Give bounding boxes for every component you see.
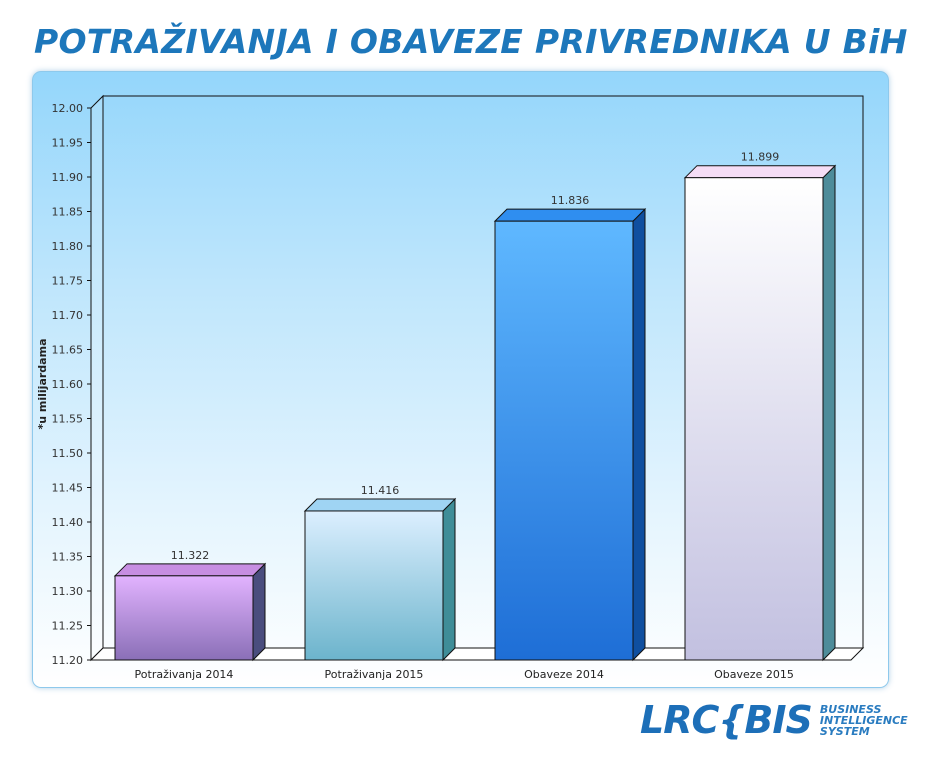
y-tick-label: 11.95 xyxy=(52,137,84,150)
y-tick-label: 11.45 xyxy=(52,482,84,495)
page-title: POTRAŽIVANJA I OBAVEZE PRIVREDNIKA U BiH xyxy=(34,22,908,61)
logo-tagline: BUSINESS INTELLIGENCE SYSTEM xyxy=(820,704,908,737)
bar xyxy=(304,510,444,661)
y-tick-label: 11.80 xyxy=(52,240,84,253)
data-label: 11.899 xyxy=(741,151,780,164)
y-tick-label: 11.25 xyxy=(52,620,84,633)
chart-panel: 11.20 11.25 11.30 11.35 11.40 11.45 11.50 11.55… xyxy=(32,71,889,688)
bar xyxy=(684,177,824,661)
chart-frame xyxy=(89,94,865,662)
y-tick-label: 11.60 xyxy=(52,378,84,391)
data-label: 11.322 xyxy=(171,549,210,562)
lrc-bis-logo: LRC{BIS BUSINESS INTELLIGENCE SYSTEM xyxy=(640,700,908,740)
data-label: 11.836 xyxy=(551,194,590,207)
y-axis-ticks: 11.20 11.25 11.30 11.35 11.40 11.45 11.50 11.55… xyxy=(52,102,91,667)
bar-top xyxy=(113,563,267,577)
bar-top xyxy=(493,208,647,222)
x-tick-label: Potraživanja 2015 xyxy=(325,668,424,681)
bar-top xyxy=(683,165,837,179)
bar-chart: 11.20 11.25 11.30 11.35 11.40 11.45 11.50 11.55… xyxy=(36,94,865,681)
y-tick-label: 11.85 xyxy=(52,206,84,219)
y-tick-label: 11.40 xyxy=(52,516,84,529)
y-tick-label: 12.00 xyxy=(52,102,84,115)
y-tick-label: 11.70 xyxy=(52,309,84,322)
x-tick-label: Potraživanja 2014 xyxy=(135,668,234,681)
bar-side xyxy=(632,207,646,662)
logo-mark: LRC{BIS xyxy=(640,698,813,742)
y-tick-label: 11.75 xyxy=(52,275,84,288)
y-tick-label: 11.35 xyxy=(52,551,84,564)
bar xyxy=(494,220,634,661)
y-tick-label: 11.90 xyxy=(52,171,84,184)
bar-side xyxy=(252,562,266,662)
y-tick-label: 11.55 xyxy=(52,413,84,426)
logo-tagline-line: INTELLIGENCE xyxy=(819,713,908,727)
bar-side xyxy=(442,497,456,662)
data-label: 11.416 xyxy=(361,484,400,497)
bar xyxy=(114,575,254,661)
y-tick-label: 11.65 xyxy=(52,344,84,357)
left-wall xyxy=(90,94,104,662)
x-tick-label: Obaveze 2015 xyxy=(714,668,794,681)
logo-tagline-line: SYSTEM xyxy=(819,724,870,738)
y-axis-label: *u milijardama xyxy=(36,339,49,430)
logo-tagline-line: BUSINESS xyxy=(819,702,882,716)
labels: 11.322 Potraživanja 2014 11.416 Potraživanj… xyxy=(135,151,794,681)
y-tick-label: 11.20 xyxy=(52,654,84,667)
y-tick-label: 11.30 xyxy=(52,585,84,598)
y-tick-label: 11.50 xyxy=(52,447,84,460)
bar-side xyxy=(822,164,836,662)
bar-top xyxy=(303,498,457,512)
x-tick-label: Obaveze 2014 xyxy=(524,668,604,681)
bars xyxy=(113,164,837,662)
